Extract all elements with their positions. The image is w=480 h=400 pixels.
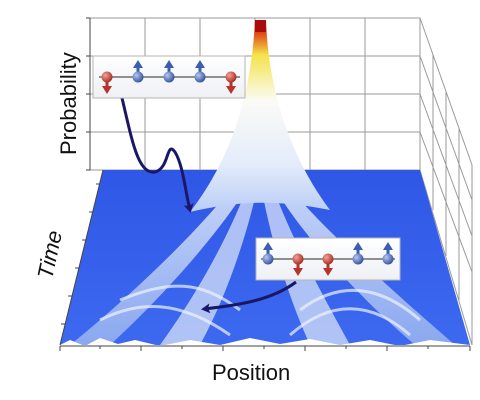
spin-down-arrow-icon <box>323 259 333 276</box>
spin-up-arrow-icon <box>353 242 363 259</box>
spin-up-arrow-icon <box>263 242 273 259</box>
spin-down-arrow-icon <box>293 259 303 276</box>
side-wall <box>419 17 473 346</box>
spin-ball <box>352 253 364 265</box>
spin-up-site <box>352 242 364 265</box>
spin-up-site <box>132 60 144 83</box>
probability-peak <box>190 20 330 212</box>
spin-down-site <box>322 253 334 276</box>
spin-down-arrow-icon <box>102 77 112 94</box>
spin-ball <box>163 71 175 83</box>
spin-down-arrow-icon <box>226 77 236 94</box>
spin-ball <box>382 253 394 265</box>
spin-ball <box>101 71 113 83</box>
position-axis <box>59 345 471 351</box>
spin-down-site <box>225 71 237 94</box>
spin-ball <box>292 253 304 265</box>
bottom-spin-chain <box>262 242 394 276</box>
probability-axis-label: Probability <box>56 52 81 155</box>
spin-ball <box>262 253 274 265</box>
spin-ball <box>132 71 144 83</box>
top-inset-arrow <box>120 97 194 213</box>
spin-ball <box>194 71 206 83</box>
spin-up-site <box>262 242 274 265</box>
top-spin-chain <box>101 60 237 94</box>
time-axis <box>59 169 104 346</box>
spin-up-site <box>382 242 394 265</box>
spin-up-arrow-icon <box>133 60 143 77</box>
spin-down-site <box>292 253 304 276</box>
spin-up-arrow-icon <box>164 60 174 77</box>
spin-up-arrow-icon <box>383 242 393 259</box>
peak-top <box>255 20 266 32</box>
spin-up-site <box>194 60 206 83</box>
bottom-inset-arrow <box>201 280 297 314</box>
probability-axis <box>86 17 91 171</box>
floor-front-edge <box>60 338 470 352</box>
position-axis-label: Position <box>212 360 290 385</box>
spin-ball <box>225 71 237 83</box>
spin-down-site <box>101 71 113 94</box>
spin-up-arrow-icon <box>195 60 205 77</box>
spin-ball <box>322 253 334 265</box>
time-axis-label: Time <box>32 228 67 281</box>
spin-up-site <box>163 60 175 83</box>
